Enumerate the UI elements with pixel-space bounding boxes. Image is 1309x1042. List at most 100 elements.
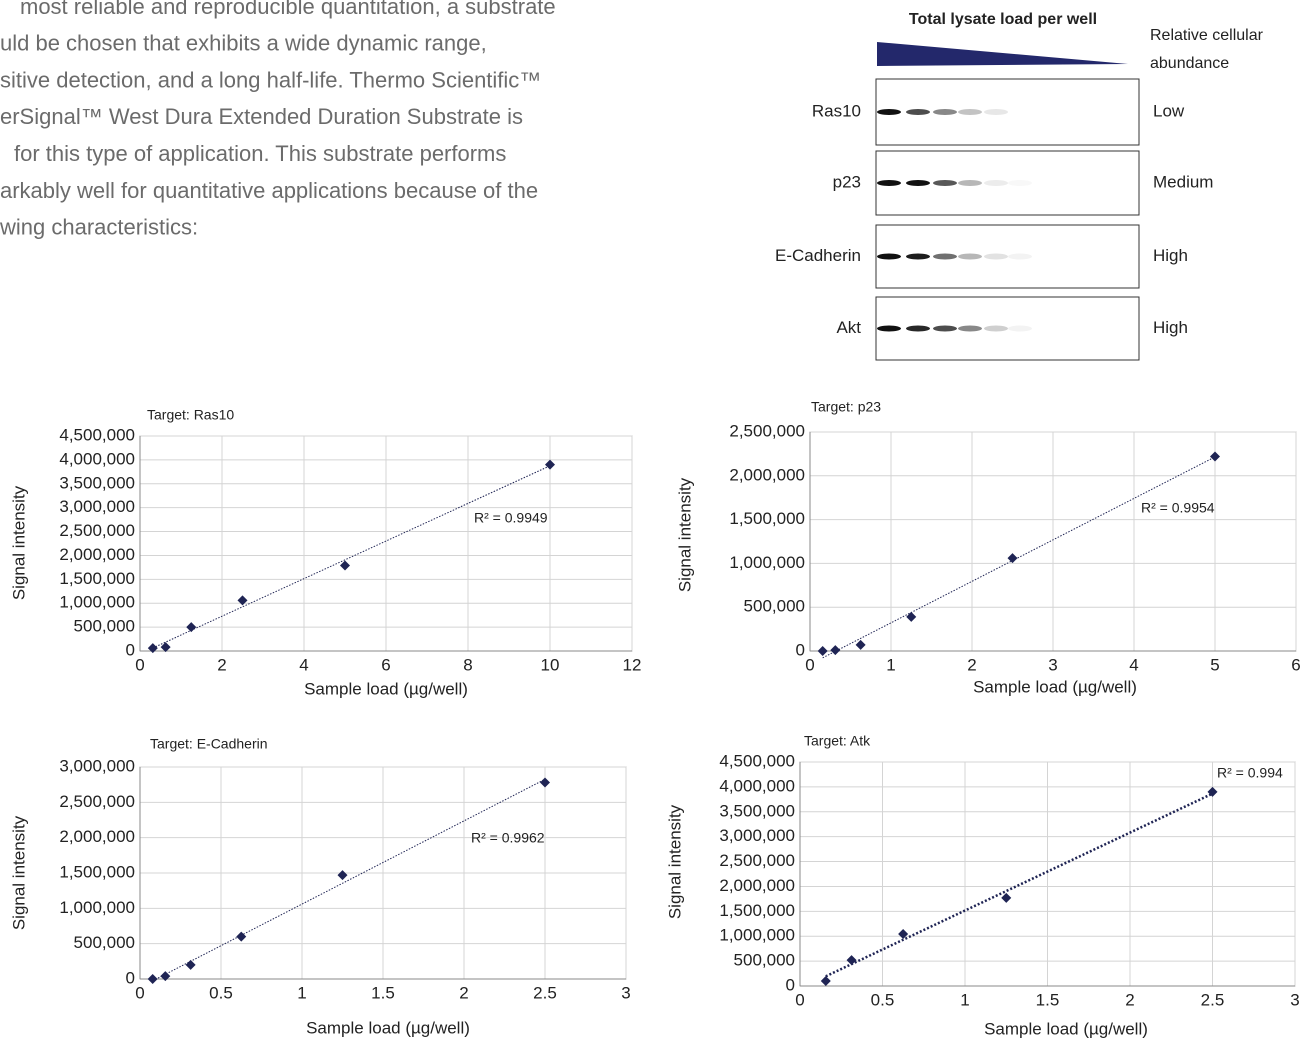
blot-band xyxy=(877,180,901,186)
x-tick-label: 5 xyxy=(1210,655,1219,674)
x-tick-label: 0.5 xyxy=(871,990,895,1009)
x-tick-label: 0 xyxy=(135,655,144,674)
paragraph-line: uld be chosen that exhibits a wide dynam… xyxy=(0,31,487,56)
chart-title: Target: E-Cadherin xyxy=(150,736,268,752)
y-tick-label: 3,000,000 xyxy=(59,497,135,516)
y-tick-label: 2,500,000 xyxy=(729,421,805,440)
blot-abundance: Medium xyxy=(1153,172,1213,191)
y-tick-label: 3,500,000 xyxy=(719,801,795,820)
figure-page: Total lysate load per well Relative cell… xyxy=(0,0,1309,1042)
y-tick-label: 2,500,000 xyxy=(719,851,795,870)
x-tick-label: 2 xyxy=(1125,990,1134,1009)
x-tick-label: 3 xyxy=(1290,990,1299,1009)
blot-band xyxy=(877,254,901,260)
chart-title: Target: Atk xyxy=(804,733,871,749)
y-tick-label: 1,000,000 xyxy=(59,898,135,917)
x-tick-label: 6 xyxy=(1291,655,1300,674)
blot-target: Akt xyxy=(836,318,861,337)
y-tick-label: 500,000 xyxy=(744,597,805,616)
blot-target: E-Cadherin xyxy=(775,246,861,265)
y-tick-label: 2,500,000 xyxy=(59,792,135,811)
blot-target: p23 xyxy=(833,172,861,191)
blot-band xyxy=(1008,326,1032,332)
x-tick-label: 8 xyxy=(463,655,472,674)
y-tick-label: 3,000,000 xyxy=(719,826,795,845)
x-tick-label: 2 xyxy=(217,655,226,674)
blot-band xyxy=(1008,254,1032,260)
y-tick-label: 1,000,000 xyxy=(719,926,795,945)
x-tick-label: 2.5 xyxy=(1201,990,1225,1009)
y-axis-label: Signal intensity xyxy=(675,477,694,592)
y-tick-label: 2,000,000 xyxy=(59,827,135,846)
y-tick-label: 500,000 xyxy=(74,933,135,952)
y-axis-label: Signal intensity xyxy=(9,485,28,600)
y-tick-label: 4,000,000 xyxy=(719,776,795,795)
y-tick-label: 0 xyxy=(786,975,795,994)
x-tick-label: 12 xyxy=(623,655,642,674)
x-tick-label: 1 xyxy=(297,983,306,1002)
x-tick-label: 1 xyxy=(960,990,969,1009)
r-squared-annotation: R² = 0.9962 xyxy=(471,830,545,846)
x-tick-label: 3 xyxy=(1048,655,1057,674)
blot-band xyxy=(906,109,930,115)
paragraph-line: arkably well for quantitative applicatio… xyxy=(0,178,538,203)
page: Total lysate load per well Relative cell… xyxy=(0,0,1309,1042)
r-squared-annotation: R² = 0.9949 xyxy=(474,510,548,526)
blot-band xyxy=(933,254,957,260)
blot-band xyxy=(906,180,930,186)
blot-band xyxy=(984,326,1008,332)
paragraph-line: sitive detection, and a long half-life. … xyxy=(0,67,541,92)
load-gradient xyxy=(877,42,1128,66)
r-squared-annotation: R² = 0.9954 xyxy=(1141,500,1215,516)
blot-band xyxy=(933,326,957,332)
blot-band xyxy=(1008,180,1032,186)
blot-abundance: Low xyxy=(1153,101,1185,120)
chart-title: Target: p23 xyxy=(811,399,881,415)
y-tick-label: 500,000 xyxy=(734,951,795,970)
y-tick-label: 1,500,000 xyxy=(719,901,795,920)
blot-band xyxy=(984,180,1008,186)
blot-title: Total lysate load per well xyxy=(909,11,1097,28)
y-tick-label: 4,500,000 xyxy=(719,751,795,770)
blot-band xyxy=(958,326,982,332)
y-tick-label: 1,500,000 xyxy=(59,862,135,881)
blot-band xyxy=(958,109,982,115)
paragraph-line: wing characteristics: xyxy=(0,215,198,240)
abundance-header: Relative cellular xyxy=(1150,27,1264,44)
x-tick-label: 1 xyxy=(886,655,895,674)
x-tick-label: 2 xyxy=(967,655,976,674)
y-axis-label: Signal intensity xyxy=(9,815,28,930)
abundance-header: abundance xyxy=(1150,55,1229,72)
x-tick-label: 0 xyxy=(795,990,804,1009)
y-tick-label: 2,000,000 xyxy=(719,876,795,895)
paragraph-line: for this type of application. This subst… xyxy=(14,141,506,166)
y-tick-label: 1,000,000 xyxy=(729,553,805,572)
blot-band xyxy=(877,326,901,332)
x-tick-label: 0 xyxy=(805,655,814,674)
y-tick-label: 4,000,000 xyxy=(59,449,135,468)
paragraph-line: most reliable and reproducible quantitat… xyxy=(20,0,556,19)
blot-band xyxy=(958,254,982,260)
y-tick-label: 1,500,000 xyxy=(59,569,135,588)
y-tick-label: 0 xyxy=(126,968,135,987)
y-tick-label: 1,000,000 xyxy=(59,593,135,612)
blot-band xyxy=(906,326,930,332)
x-tick-label: 6 xyxy=(381,655,390,674)
y-tick-label: 2,000,000 xyxy=(729,465,805,484)
x-tick-label: 1.5 xyxy=(371,983,395,1002)
x-tick-label: 1.5 xyxy=(1036,990,1060,1009)
blot-band xyxy=(906,254,930,260)
y-tick-label: 3,500,000 xyxy=(59,473,135,492)
x-tick-label: 2.5 xyxy=(533,983,557,1002)
blot-target: Ras10 xyxy=(812,101,861,120)
blot-band xyxy=(984,109,1008,115)
y-tick-label: 4,500,000 xyxy=(59,425,135,444)
r-squared-annotation: R² = 0.994 xyxy=(1217,765,1283,781)
paragraph-line: erSignal™ West Dura Extended Duration Su… xyxy=(0,104,523,129)
y-tick-label: 0 xyxy=(126,640,135,659)
x-axis-label: Sample load (µg/well) xyxy=(306,1018,470,1037)
y-tick-label: 2,500,000 xyxy=(59,521,135,540)
blot-band xyxy=(984,254,1008,260)
blot-abundance: High xyxy=(1153,318,1188,337)
x-tick-label: 0 xyxy=(135,983,144,1002)
